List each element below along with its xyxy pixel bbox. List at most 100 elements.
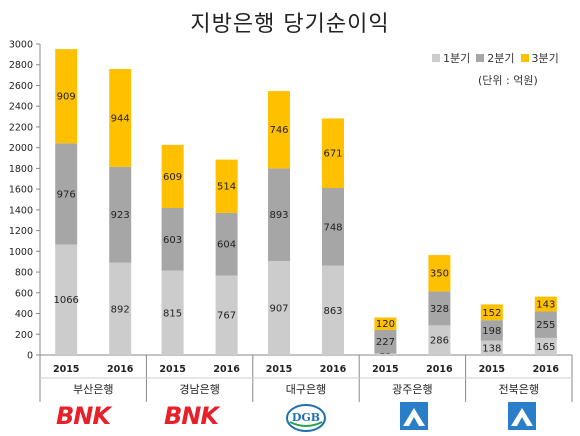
y-tick-label: 2200	[9, 122, 33, 133]
data-label: 923	[111, 210, 130, 221]
group-label: 경남은행	[179, 383, 219, 396]
bar-segment-3	[55, 49, 78, 144]
group-label: 부산은행	[73, 383, 113, 396]
legend-item-q2: 2분기	[476, 50, 515, 66]
data-label: 909	[57, 92, 76, 103]
x-tick-label: 2016	[426, 364, 453, 375]
legend-swatch-q2	[476, 54, 485, 62]
bar-segment-2	[374, 329, 397, 354]
bar-segment-2	[55, 143, 78, 245]
data-label: 286	[430, 336, 449, 347]
legend-item-q1: 1분기	[432, 50, 470, 66]
data-label: 328	[430, 304, 449, 315]
x-tick-label: 2016	[320, 364, 347, 375]
data-label: 514	[217, 182, 236, 193]
group-label: 전북은행	[499, 383, 539, 396]
bar-segment-3	[161, 144, 184, 209]
legend-item-q3: 3분기	[520, 50, 559, 66]
legend-label-q3: 3분기	[531, 52, 559, 65]
bar-segment-1	[215, 275, 238, 355]
x-tick-label: 2015	[372, 364, 398, 375]
bar-segment-1	[268, 260, 290, 355]
data-label: 907	[269, 303, 288, 314]
data-label: 120	[376, 319, 395, 330]
bar-segment-2	[322, 187, 344, 266]
y-tick-label: 2000	[9, 143, 33, 154]
legend: 1분기 2분기 3분기	[432, 50, 559, 66]
data-label: 976	[57, 189, 76, 200]
y-tick-label: 400	[15, 309, 33, 320]
data-label: 227	[376, 337, 395, 348]
gwangju-bank-logo-icon	[400, 402, 428, 434]
y-tick-label: 1000	[9, 247, 33, 258]
legend-label-q2: 2분기	[487, 52, 515, 65]
x-tick-label: 2015	[266, 364, 292, 375]
bar-segment-3	[374, 317, 397, 330]
data-label: 198	[482, 326, 501, 337]
y-tick-label: 1800	[9, 164, 33, 175]
y-tick-label: 1600	[9, 185, 33, 196]
bar-segment-1	[109, 262, 132, 355]
bar-segment-2	[480, 320, 503, 341]
bar-segment-2	[268, 168, 290, 261]
bar-segment-1	[322, 265, 344, 355]
data-label: 893	[269, 210, 288, 221]
data-label: 944	[111, 113, 130, 124]
data-label: 138	[482, 343, 501, 354]
legend-swatch-q1	[432, 54, 440, 62]
data-label: 604	[217, 240, 236, 251]
y-tick-label: 800	[15, 268, 33, 279]
data-label: 350	[430, 269, 449, 280]
dgb-logo-text: DGB	[292, 411, 320, 424]
x-tick-label: 2016	[107, 364, 134, 375]
bar-segment-3	[268, 91, 290, 169]
group-label: 대구은행	[286, 383, 326, 396]
data-label: 767	[217, 311, 236, 322]
y-tick-label: 1400	[9, 205, 33, 216]
data-label: 1066	[53, 295, 78, 306]
bar-segment-2	[534, 311, 557, 338]
y-tick-label: 2800	[9, 60, 33, 71]
bar-segment-1	[428, 325, 451, 355]
x-tick-label: 2016	[213, 364, 240, 375]
bar-segment-1	[534, 337, 557, 355]
data-label: 746	[269, 125, 288, 136]
data-label: 892	[111, 304, 130, 315]
y-tick-label: 600	[15, 288, 33, 299]
jeonbuk-bank-logo-icon	[508, 402, 536, 434]
data-label: 671	[323, 149, 342, 160]
bar-segment-2	[215, 212, 238, 276]
unit-note: (단위 : 억원)	[478, 74, 538, 87]
data-label: 165	[536, 342, 555, 353]
chart-title: 지방은행 당기순이익	[190, 12, 390, 37]
y-tick-label: 0	[27, 351, 33, 362]
bar-segment-2	[161, 208, 184, 271]
bar-segment-3	[480, 304, 503, 321]
group-label: 광주은행	[392, 383, 432, 396]
bar-segment-2	[109, 166, 132, 263]
bar-segment-1	[374, 353, 397, 355]
y-tick-label: 1200	[9, 226, 33, 237]
y-tick-label: 2600	[9, 81, 33, 92]
y-tick-label: 200	[15, 330, 33, 341]
x-tick-label: 2016	[533, 364, 560, 375]
bar-segment-3	[109, 68, 132, 167]
bar-segment-2	[428, 291, 451, 326]
bar-segment-1	[161, 270, 184, 355]
legend-swatch-q3	[520, 54, 529, 62]
data-label: 863	[323, 306, 342, 317]
x-tick-label: 2015	[159, 364, 185, 375]
y-tick-label: 2400	[9, 102, 33, 113]
data-label: 255	[536, 320, 555, 331]
legend-label-q1: 1분기	[443, 52, 471, 65]
data-label: 143	[536, 300, 555, 311]
bar-segment-3	[322, 118, 344, 188]
bnk-logo-gyeongnam: BNK	[164, 402, 219, 430]
bar-segment-3	[428, 255, 451, 292]
bar-segment-3	[534, 296, 557, 312]
data-label: 152	[482, 308, 501, 319]
data-label: 609	[163, 172, 182, 183]
dgb-logo: DGB	[286, 404, 326, 436]
y-tick-label: 3000	[9, 40, 33, 51]
